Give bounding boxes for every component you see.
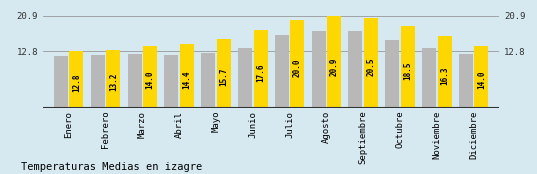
Bar bbox=[106, 50, 120, 108]
Text: 17.6: 17.6 bbox=[256, 64, 265, 82]
Text: Temperaturas Medias en izagre: Temperaturas Medias en izagre bbox=[21, 162, 203, 172]
Bar bbox=[422, 48, 436, 108]
Text: 12.8: 12.8 bbox=[72, 73, 81, 92]
Bar bbox=[275, 35, 289, 108]
Text: 14.4: 14.4 bbox=[183, 70, 191, 89]
Bar bbox=[291, 20, 304, 108]
Bar bbox=[69, 52, 83, 108]
Bar bbox=[91, 55, 105, 108]
Bar bbox=[164, 54, 178, 108]
Bar bbox=[253, 30, 267, 108]
Bar bbox=[201, 53, 215, 108]
Bar bbox=[311, 31, 325, 108]
Bar bbox=[54, 56, 68, 108]
Bar bbox=[364, 18, 378, 108]
Text: 18.5: 18.5 bbox=[403, 62, 412, 80]
Bar bbox=[459, 54, 473, 108]
Text: 20.5: 20.5 bbox=[366, 58, 375, 76]
Text: 14.0: 14.0 bbox=[477, 71, 486, 89]
Bar bbox=[349, 31, 362, 108]
Text: 16.3: 16.3 bbox=[440, 66, 449, 85]
Bar bbox=[327, 16, 341, 108]
Bar bbox=[438, 36, 452, 108]
Text: 20.0: 20.0 bbox=[293, 59, 302, 77]
Text: 15.7: 15.7 bbox=[219, 68, 228, 86]
Bar bbox=[180, 44, 194, 108]
Text: 14.0: 14.0 bbox=[146, 71, 155, 89]
Bar bbox=[128, 54, 142, 108]
Text: 20.9: 20.9 bbox=[330, 57, 339, 76]
Text: 13.2: 13.2 bbox=[109, 72, 118, 91]
Bar bbox=[386, 39, 400, 108]
Bar bbox=[217, 39, 231, 108]
Bar bbox=[238, 48, 252, 108]
Bar bbox=[474, 46, 488, 108]
Bar bbox=[143, 46, 157, 108]
Bar bbox=[401, 26, 415, 108]
